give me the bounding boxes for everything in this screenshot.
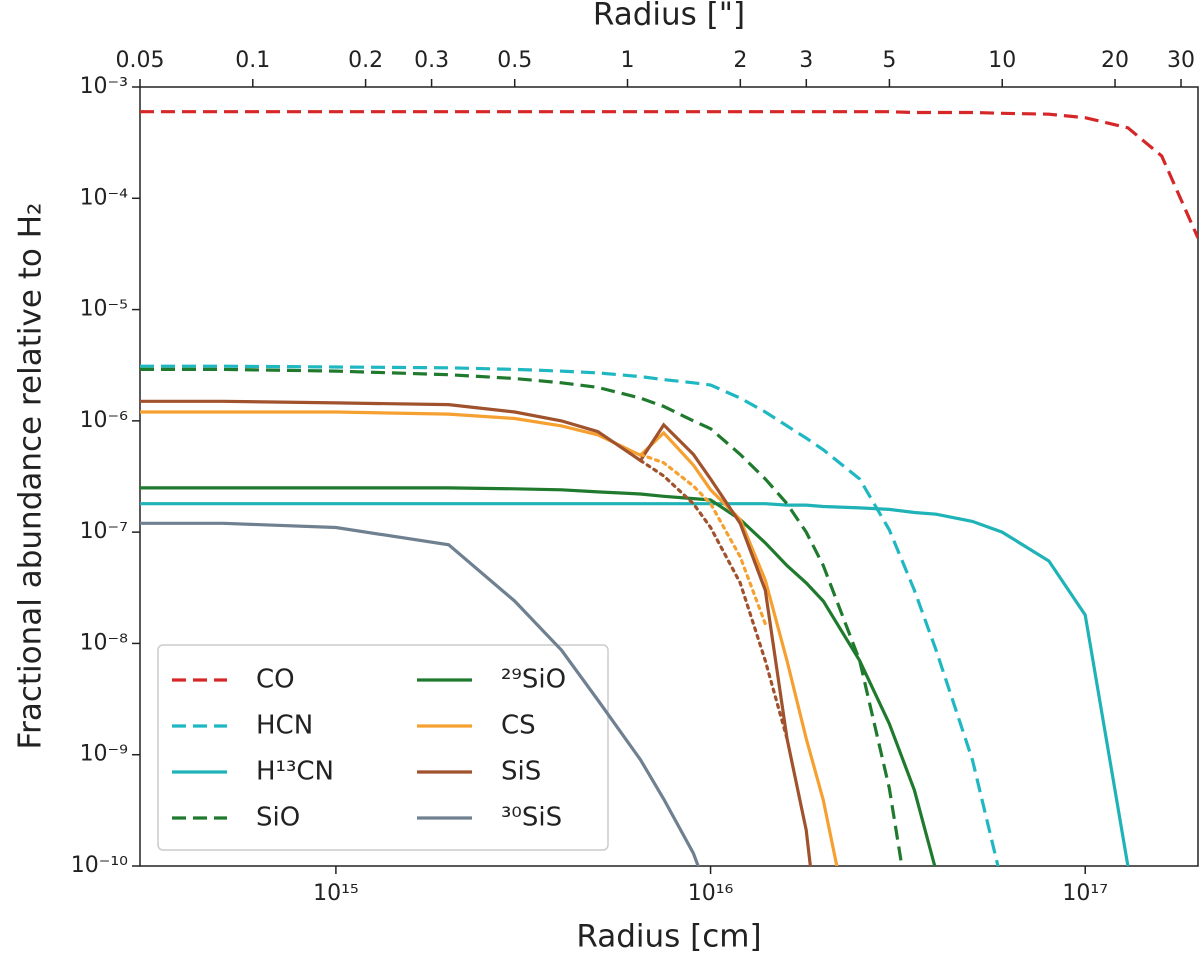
series-line bbox=[638, 452, 767, 626]
series-line bbox=[638, 458, 789, 741]
y-tick-label: 10⁻⁶ bbox=[80, 408, 129, 433]
series-line bbox=[140, 110, 1198, 239]
series-line bbox=[140, 502, 1130, 866]
series-line bbox=[140, 410, 839, 866]
legend-label: SiO bbox=[256, 803, 300, 833]
plot-frame bbox=[139, 86, 1199, 867]
y-tick-label: 10⁻⁴ bbox=[80, 185, 129, 210]
legend-label: CS bbox=[501, 711, 536, 741]
legend-box bbox=[157, 644, 609, 851]
x2-tick-label: 5 bbox=[882, 48, 896, 73]
x2-tick-label: 30 bbox=[1167, 48, 1195, 73]
series-line bbox=[140, 364, 1000, 866]
y-tick-label: 10⁻⁵ bbox=[80, 297, 128, 322]
x-axis-title: Radius [cm] bbox=[576, 919, 761, 955]
y-axis-title: Fractional abundance relative to H₂ bbox=[13, 203, 49, 750]
legend-label: ³⁰SiS bbox=[501, 803, 562, 833]
x2-axis-title: Radius ["] bbox=[593, 0, 745, 33]
legend-label: H¹³CN bbox=[256, 757, 334, 787]
y-tick-label: 10⁻¹⁰ bbox=[71, 853, 128, 878]
x2-tick-label: 2 bbox=[733, 48, 747, 73]
series-line bbox=[140, 399, 812, 866]
x2-tick-label: 0.05 bbox=[116, 48, 165, 73]
x-tick-label: 10¹⁵ bbox=[313, 881, 359, 906]
series-line bbox=[140, 521, 700, 866]
x2-tick-label: 20 bbox=[1101, 48, 1129, 73]
x2-tick-label: 0.1 bbox=[235, 48, 270, 73]
x2-tick-label: 0.5 bbox=[497, 48, 532, 73]
legend-label: ²⁹SiO bbox=[501, 665, 566, 695]
x2-tick-label: 0.2 bbox=[348, 48, 383, 73]
y-tick-label: 10⁻⁸ bbox=[80, 630, 129, 655]
legend-label: CO bbox=[256, 665, 295, 695]
lines bbox=[140, 110, 1198, 866]
x2-tick-label: 0.3 bbox=[414, 48, 449, 73]
x2-tick-label: 3 bbox=[799, 48, 813, 73]
legend-label: HCN bbox=[256, 711, 313, 741]
y-tick-label: 10⁻⁹ bbox=[80, 742, 128, 767]
x-tick-label: 10¹⁷ bbox=[1062, 881, 1108, 906]
legend-label: SiS bbox=[501, 757, 541, 787]
series-line bbox=[140, 367, 904, 866]
x2-tick-label: 10 bbox=[988, 48, 1016, 73]
x-tick-label: 10¹⁶ bbox=[688, 881, 734, 906]
y-tick-label: 10⁻⁷ bbox=[80, 519, 128, 544]
series-line bbox=[140, 486, 937, 866]
x2-tick-label: 1 bbox=[621, 48, 635, 73]
y-tick-label: 10⁻³ bbox=[80, 74, 128, 99]
